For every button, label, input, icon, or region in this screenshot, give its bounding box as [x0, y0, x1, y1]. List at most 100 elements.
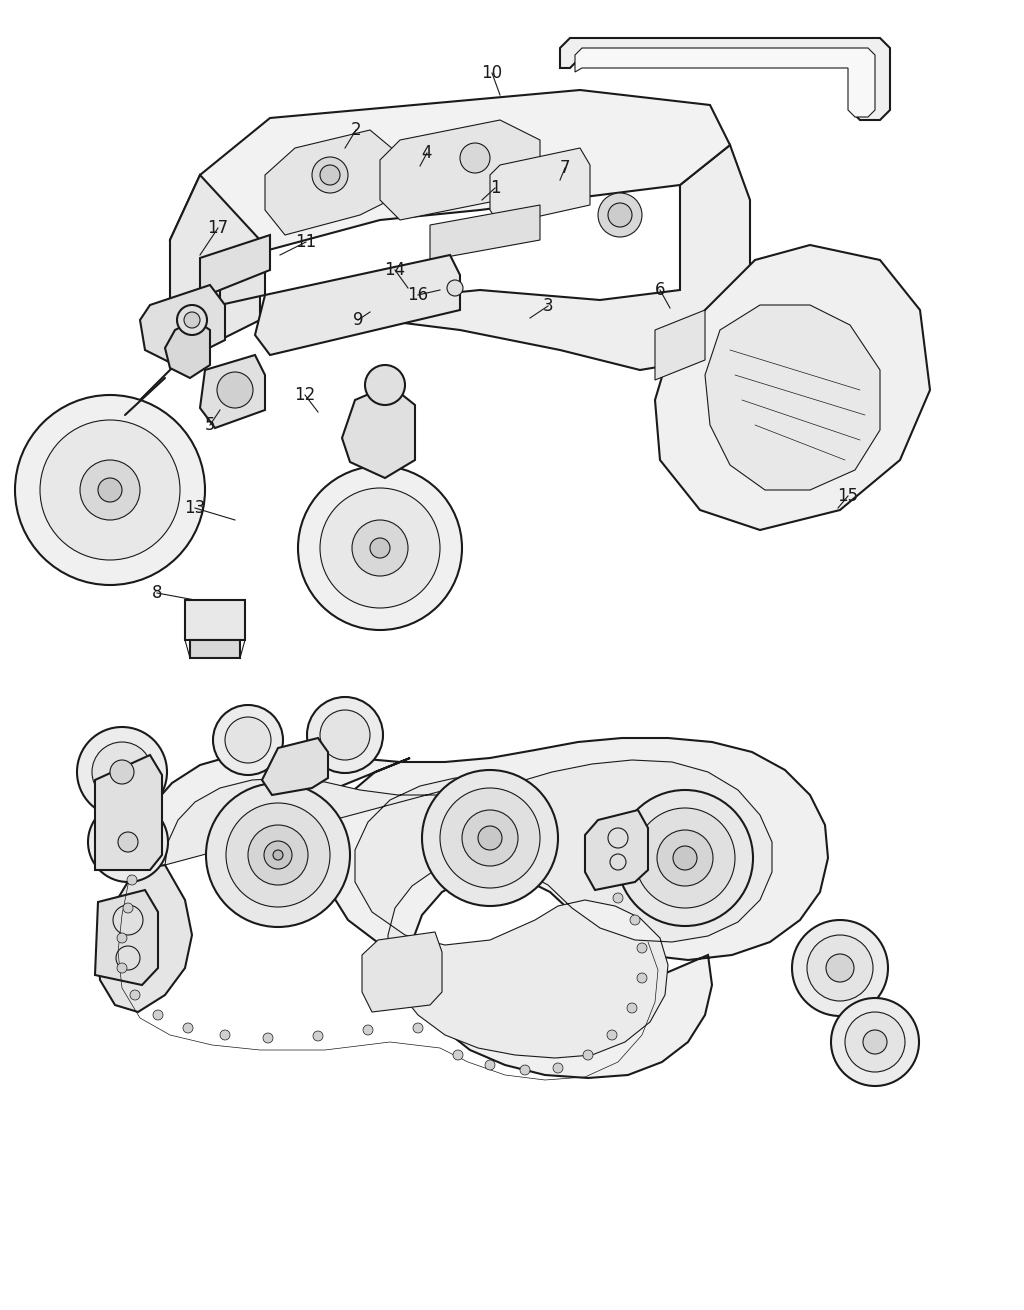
Text: 14: 14	[384, 261, 406, 279]
Polygon shape	[560, 38, 890, 121]
Circle shape	[440, 789, 540, 888]
Circle shape	[213, 705, 283, 776]
Polygon shape	[260, 145, 750, 369]
Polygon shape	[200, 234, 270, 297]
Polygon shape	[342, 385, 415, 478]
Polygon shape	[362, 931, 442, 1013]
Circle shape	[313, 1031, 323, 1041]
Polygon shape	[220, 255, 265, 305]
Polygon shape	[185, 600, 245, 641]
Circle shape	[273, 850, 283, 859]
Circle shape	[110, 760, 134, 783]
Circle shape	[462, 810, 518, 866]
Text: 3: 3	[543, 297, 553, 314]
Polygon shape	[262, 738, 328, 795]
Circle shape	[92, 741, 152, 802]
Circle shape	[77, 727, 167, 817]
Circle shape	[217, 372, 253, 407]
Circle shape	[831, 998, 919, 1086]
Polygon shape	[255, 255, 460, 355]
Circle shape	[447, 280, 463, 296]
Circle shape	[98, 478, 122, 502]
Circle shape	[635, 808, 735, 908]
Text: 17: 17	[208, 219, 228, 237]
Text: 4: 4	[422, 144, 432, 162]
Circle shape	[226, 803, 330, 907]
Text: 7: 7	[560, 159, 570, 177]
Circle shape	[312, 157, 348, 193]
Text: 15: 15	[838, 487, 858, 504]
Circle shape	[206, 783, 350, 927]
Circle shape	[792, 920, 888, 1017]
Polygon shape	[200, 355, 265, 428]
Polygon shape	[95, 755, 162, 870]
Circle shape	[826, 954, 854, 982]
Circle shape	[130, 990, 140, 1000]
Polygon shape	[135, 738, 828, 1078]
Polygon shape	[98, 865, 193, 1013]
Circle shape	[553, 1062, 563, 1073]
Circle shape	[127, 875, 137, 886]
Circle shape	[608, 203, 632, 227]
Circle shape	[598, 193, 642, 237]
Circle shape	[220, 1030, 230, 1040]
Circle shape	[583, 1051, 593, 1060]
Circle shape	[117, 933, 127, 943]
Polygon shape	[575, 48, 874, 117]
Circle shape	[807, 935, 873, 1001]
Circle shape	[248, 825, 308, 886]
Circle shape	[183, 1023, 193, 1034]
Polygon shape	[165, 760, 772, 1058]
Polygon shape	[170, 90, 730, 259]
Circle shape	[319, 489, 440, 608]
Text: 11: 11	[295, 233, 316, 252]
Polygon shape	[655, 245, 930, 531]
Polygon shape	[170, 176, 260, 350]
Text: 9: 9	[352, 310, 364, 329]
Polygon shape	[490, 148, 590, 225]
Circle shape	[485, 1060, 495, 1070]
Circle shape	[413, 1023, 423, 1034]
Polygon shape	[95, 889, 158, 985]
Circle shape	[102, 816, 154, 869]
Circle shape	[422, 770, 558, 907]
Circle shape	[15, 396, 205, 586]
Text: 6: 6	[654, 282, 666, 299]
Circle shape	[80, 460, 140, 520]
Circle shape	[225, 717, 271, 762]
Circle shape	[637, 973, 647, 982]
Circle shape	[630, 914, 640, 925]
Text: 13: 13	[184, 499, 206, 517]
Circle shape	[184, 312, 200, 328]
Circle shape	[298, 466, 462, 630]
Polygon shape	[380, 121, 540, 220]
Circle shape	[673, 846, 697, 870]
Circle shape	[319, 165, 340, 185]
Text: 16: 16	[408, 286, 429, 304]
Polygon shape	[165, 320, 210, 379]
Circle shape	[863, 1030, 887, 1055]
Text: 2: 2	[350, 121, 361, 139]
Text: 5: 5	[205, 417, 215, 434]
Polygon shape	[190, 641, 240, 658]
Polygon shape	[585, 810, 648, 889]
Polygon shape	[265, 130, 400, 234]
Circle shape	[88, 802, 168, 882]
Polygon shape	[655, 310, 705, 380]
Circle shape	[657, 831, 713, 886]
Text: 1: 1	[489, 179, 501, 196]
Circle shape	[307, 697, 383, 773]
Circle shape	[365, 365, 406, 405]
Circle shape	[478, 827, 502, 850]
Circle shape	[40, 421, 180, 559]
Polygon shape	[140, 286, 225, 365]
Circle shape	[117, 963, 127, 973]
Circle shape	[520, 1065, 530, 1076]
Circle shape	[264, 841, 292, 869]
Circle shape	[460, 143, 490, 173]
Circle shape	[370, 538, 390, 558]
Circle shape	[637, 943, 647, 952]
Text: 12: 12	[294, 386, 315, 403]
Circle shape	[613, 893, 623, 903]
Circle shape	[263, 1034, 273, 1043]
